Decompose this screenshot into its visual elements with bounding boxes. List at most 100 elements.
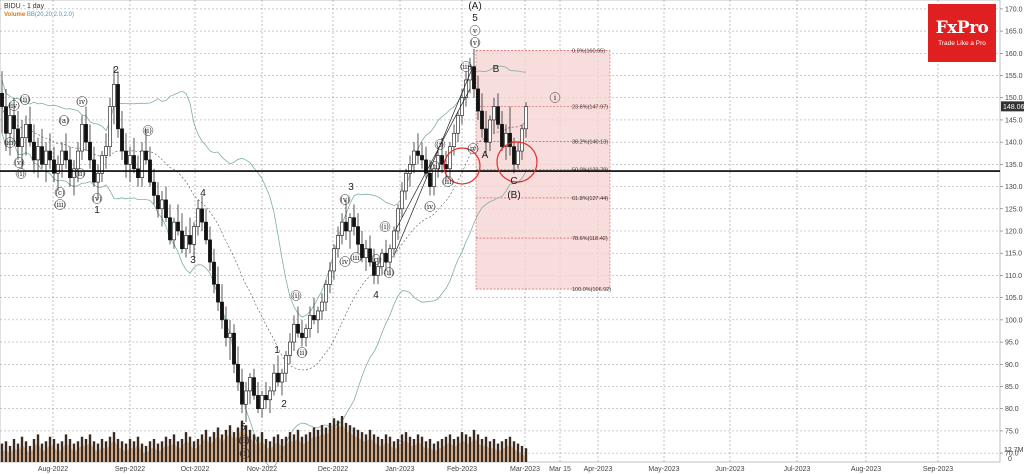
candle-body — [24, 124, 28, 139]
volume-bar — [476, 434, 480, 462]
wave-label-ring — [460, 61, 472, 72]
bollinger-middle-band — [1, 106, 527, 371]
wave-label: (ii) — [75, 170, 85, 178]
wave-label: (v) — [92, 195, 102, 203]
volume-bar — [464, 434, 468, 462]
wave-label: (ii) — [20, 96, 30, 104]
wave-label: (iii) — [350, 254, 362, 262]
y-tick-label: 85.0 — [1005, 384, 1019, 391]
volume-bar — [416, 434, 420, 462]
logo-tagline: Trade Like a Pro — [938, 40, 986, 47]
y-tick-label: 165.0 — [1005, 29, 1023, 36]
y-tick-label: 115.0 — [1005, 251, 1022, 258]
wave-label-ring — [15, 168, 27, 179]
candle-body — [12, 115, 16, 130]
wave-label: 4 — [200, 188, 206, 199]
volume-bar — [180, 439, 184, 462]
candle-body — [392, 230, 396, 250]
wave-label-ring — [469, 37, 481, 48]
candle-body — [248, 377, 252, 392]
volume-bar — [468, 436, 472, 462]
volume-bar — [364, 434, 368, 462]
candle-body — [484, 128, 488, 143]
candle-body — [472, 66, 476, 90]
candle-body — [488, 119, 492, 143]
y-tick-label: 90.0 — [1005, 362, 1019, 369]
volume-bar — [504, 439, 508, 462]
volume-bar — [508, 436, 512, 462]
candle-body — [104, 146, 108, 156]
volume-axis-label: 12.7M — [1004, 447, 1024, 454]
logo-brand: FxPro — [935, 18, 989, 38]
candle-body — [368, 248, 372, 263]
volume-bar — [104, 441, 108, 462]
wave-label: (i) — [436, 141, 444, 149]
wave-label: (iv) — [8, 102, 20, 110]
candle-body — [436, 155, 440, 170]
candle-body — [332, 248, 336, 272]
x-tick-label: Feb-2023 — [447, 466, 477, 473]
volume-bar — [440, 439, 444, 462]
candle-body — [44, 150, 48, 165]
current-price-marker — [1001, 101, 1024, 112]
candle-body — [96, 172, 100, 183]
volume-bar — [524, 448, 528, 462]
candle-body — [212, 261, 216, 285]
candle-body — [396, 208, 400, 232]
candle-body — [268, 390, 272, 401]
candle-body — [524, 106, 528, 130]
volume-bar — [88, 434, 92, 462]
candle-body — [108, 106, 112, 147]
candle-body — [164, 199, 168, 218]
volume-bar — [84, 439, 88, 462]
volume-bar — [28, 445, 32, 462]
x-tick-label: Aug-2022 — [38, 466, 68, 473]
volume-bar — [240, 420, 244, 462]
volume-legend: Volume — [4, 12, 26, 18]
candle-body — [400, 190, 404, 210]
wave-label: B — [493, 64, 500, 75]
volume-bar — [216, 427, 220, 462]
wave-label: (i) — [292, 292, 300, 300]
candle-body — [100, 155, 104, 174]
x-tick-label: May-2023 — [648, 466, 679, 473]
bollinger-legend: BB(20,20,2.0,2.0) — [26, 12, 74, 18]
candle-body — [16, 128, 20, 147]
candle-body — [192, 226, 196, 245]
candle-body — [40, 146, 44, 165]
fib-level-label: 23.6%(147.97) — [572, 105, 608, 111]
candle-body — [352, 217, 356, 227]
y-tick-label: 130.0 — [1005, 184, 1023, 191]
candle-body — [144, 150, 148, 161]
wave-label: (iii) — [4, 139, 16, 147]
wave-label: (iv) — [467, 145, 479, 153]
volume-bar — [156, 443, 160, 462]
candle-body — [284, 355, 288, 374]
volume-bar — [224, 429, 228, 462]
volume-bar — [296, 429, 300, 462]
fib-level-label: 100.0%(106.92) — [572, 287, 611, 293]
candle-body — [440, 155, 444, 165]
candle-body — [244, 390, 248, 405]
candle-body — [152, 181, 156, 196]
wave-label: (A) — [468, 1, 481, 12]
wave-label-ring — [13, 157, 25, 168]
candle-body — [328, 270, 332, 285]
wave-label-ring — [54, 199, 66, 210]
wave-label: 4 — [373, 290, 379, 301]
wave-label-ring — [549, 92, 561, 103]
volume-bar — [352, 427, 356, 462]
wave-label: (i) — [144, 127, 152, 135]
fib-level-label: 0.0%(160.65) — [572, 48, 605, 54]
candle-body — [52, 159, 56, 174]
volume-bar — [516, 443, 520, 462]
volume-bar — [48, 436, 52, 462]
volume-bar — [164, 436, 168, 462]
candle-body — [256, 395, 260, 409]
x-tick-label: Apr-2023 — [584, 466, 613, 473]
candle-body — [120, 128, 124, 152]
candle-body — [504, 132, 508, 147]
volume-bar — [56, 443, 60, 462]
volume-bar — [340, 416, 344, 462]
volume-bar — [108, 436, 112, 462]
